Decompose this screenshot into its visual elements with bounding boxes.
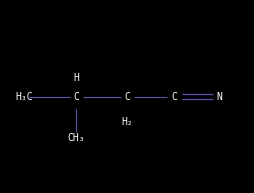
Text: C: C: [73, 91, 79, 102]
Text: CH₃: CH₃: [67, 133, 85, 143]
Text: H: H: [73, 73, 79, 83]
Text: H₂: H₂: [121, 117, 133, 127]
Text: N: N: [215, 91, 221, 102]
Text: H₃C: H₃C: [15, 91, 33, 102]
Text: C: C: [171, 91, 177, 102]
Text: C: C: [124, 91, 130, 102]
